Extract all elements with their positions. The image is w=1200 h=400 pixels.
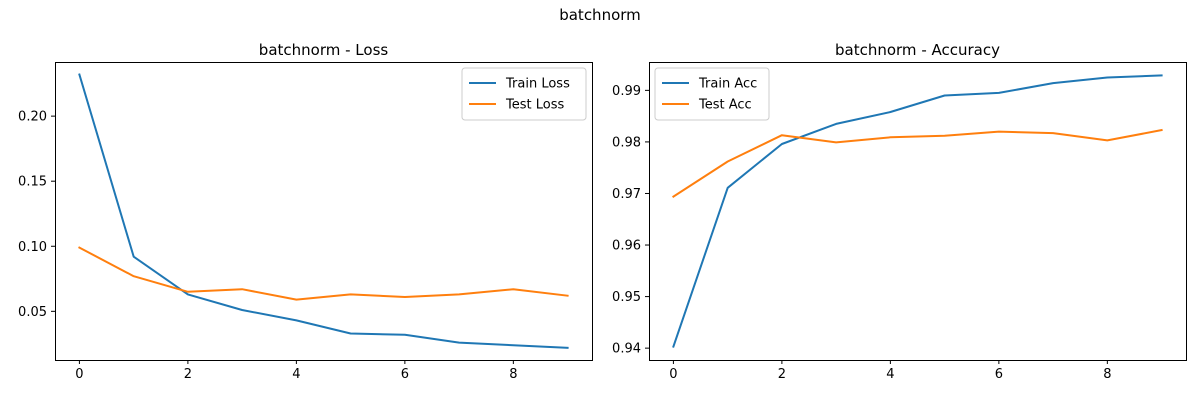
x-tick-label: 2 bbox=[184, 367, 192, 382]
legend: Train Acc Test Acc bbox=[654, 67, 770, 121]
legend-label-test-acc: Test Acc bbox=[698, 98, 752, 113]
y-tick-label: 0.94 bbox=[612, 342, 641, 357]
x-tick-label: 4 bbox=[886, 367, 894, 382]
x-tick-label: 4 bbox=[292, 367, 300, 382]
legend-label-test-loss: Test Loss bbox=[505, 98, 564, 113]
x-tick-label: 8 bbox=[1103, 367, 1111, 382]
y-tick-label: 0.10 bbox=[18, 240, 47, 255]
figure-title: batchnorm bbox=[559, 6, 641, 24]
chart-1: batchnorm - Accuracy 0 2 4 6 8 0.94 0.95 0.96 0.9… bbox=[612, 41, 1187, 382]
plot-frame bbox=[649, 62, 1187, 361]
y-tick-label: 0.99 bbox=[612, 84, 641, 99]
x-tick-label: 2 bbox=[778, 367, 786, 382]
legend-frame bbox=[461, 67, 587, 121]
y-tick-label: 0.96 bbox=[612, 239, 641, 254]
chart-0: batchnorm - Loss 0 2 4 6 8 0.05 0.10 0.15 0.20 Tra… bbox=[18, 41, 593, 382]
series-line-train-loss bbox=[78, 73, 569, 349]
y-tick-label: 0.15 bbox=[18, 175, 47, 190]
legend: Train Loss Test Loss bbox=[461, 67, 587, 121]
x-tick-label: 6 bbox=[401, 367, 409, 382]
y-tick-label: 0.98 bbox=[612, 135, 641, 150]
series-line-test-loss bbox=[78, 246, 569, 301]
legend-label-train-acc: Train Acc bbox=[698, 77, 757, 92]
plot-frame bbox=[55, 62, 593, 361]
charts: batchnorm - Loss 0 2 4 6 8 0.05 0.10 0.15 0.20 Tra… bbox=[18, 41, 1187, 382]
legend-frame bbox=[654, 67, 770, 121]
x-tick-label: 6 bbox=[995, 367, 1003, 382]
series-line-train-acc bbox=[672, 74, 1163, 348]
chart-title: batchnorm - Loss bbox=[259, 41, 389, 59]
x-tick-label: 0 bbox=[75, 367, 83, 382]
x-tick-label: 8 bbox=[509, 367, 517, 382]
legend-label-train-loss: Train Loss bbox=[505, 77, 570, 92]
y-tick-label: 0.20 bbox=[18, 110, 47, 125]
chart-title: batchnorm - Accuracy bbox=[835, 41, 1000, 59]
x-tick-label: 0 bbox=[669, 367, 677, 382]
series-line-test-acc bbox=[672, 128, 1163, 198]
y-tick-label: 0.97 bbox=[612, 187, 641, 202]
y-tick-label: 0.05 bbox=[18, 305, 47, 320]
y-tick-label: 0.95 bbox=[612, 290, 641, 305]
